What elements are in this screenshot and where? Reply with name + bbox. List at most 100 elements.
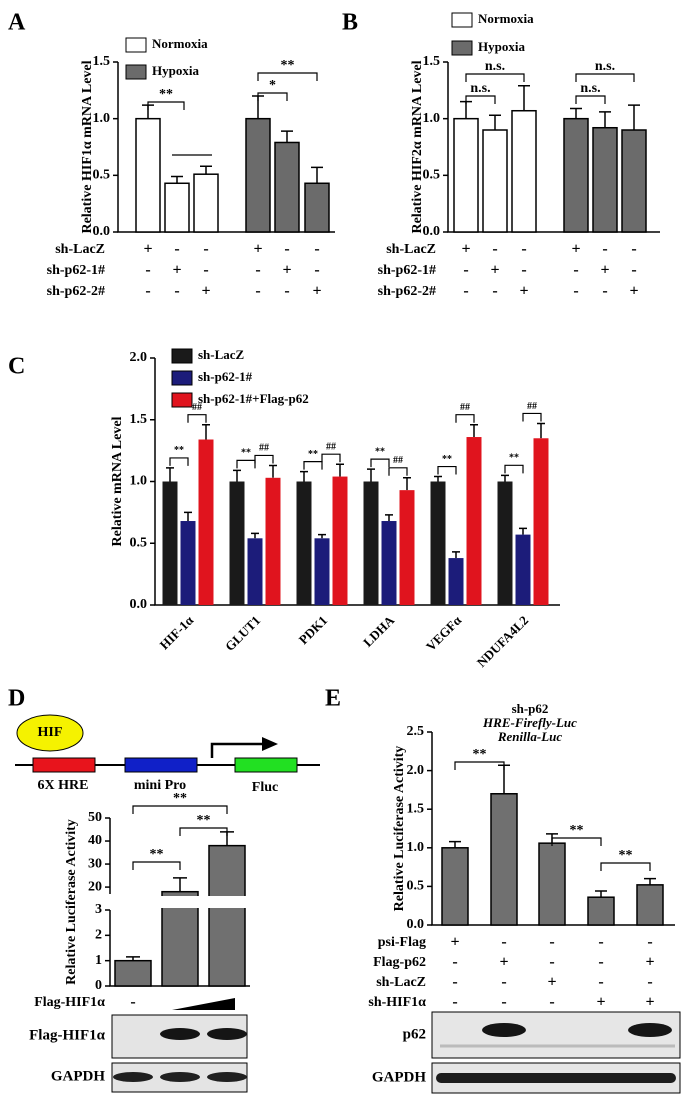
blot-label: Flag-HIF1α	[29, 1027, 105, 1043]
significance-label: ##	[192, 402, 202, 413]
significance-label: **	[281, 58, 295, 73]
y-tick-label: 0.5	[93, 168, 111, 183]
bar	[314, 538, 330, 605]
bar	[482, 129, 508, 233]
bar	[466, 437, 482, 605]
significance-bracket	[303, 461, 323, 470]
row-sign: -	[284, 283, 289, 300]
blot-band	[628, 1023, 672, 1037]
error-bar	[385, 514, 393, 522]
y-axis-label: Relative Luciferase Activity	[64, 819, 79, 985]
row-sign: -	[602, 241, 607, 258]
row-sign: -	[174, 283, 179, 300]
blot-band	[482, 1023, 526, 1037]
legend-swatch	[125, 64, 147, 80]
row-label: sh-p62-1#	[378, 263, 436, 278]
row-sign: +	[600, 262, 609, 279]
significance-label: **	[150, 847, 164, 862]
significance-label: ##	[393, 455, 403, 466]
row-sign: +	[490, 262, 499, 279]
significance-label: **	[509, 453, 519, 464]
panel-letter: C	[8, 354, 25, 380]
blot-label: GAPDH	[51, 1068, 105, 1084]
bar	[198, 439, 214, 605]
row-sign: -	[631, 241, 636, 258]
row-label: sh-p62-2#	[47, 284, 105, 299]
row-sign: -	[174, 241, 179, 258]
error-bar	[403, 477, 411, 491]
significance-label: **	[442, 454, 452, 465]
bar	[497, 481, 513, 605]
bar	[265, 477, 281, 605]
row-sign: -	[631, 262, 636, 279]
significance-label: **	[619, 848, 633, 863]
row-sign: -	[647, 934, 652, 951]
row-sign: -	[492, 241, 497, 258]
row-sign: +	[450, 934, 459, 951]
row-label: sh-LacZ	[55, 242, 105, 257]
error-bar	[518, 85, 530, 111]
bar	[304, 182, 330, 233]
panel-letter: B	[342, 10, 358, 36]
row-sign: +	[201, 283, 210, 300]
arrow-head	[262, 737, 278, 751]
significance-bracket	[454, 761, 505, 770]
y-tick-label: 2	[95, 928, 102, 943]
error-bar	[599, 111, 611, 128]
error-bar	[489, 114, 501, 130]
significance-bracket	[437, 465, 457, 475]
row-sign: -	[145, 283, 150, 300]
bar	[332, 476, 348, 605]
bar	[193, 173, 219, 233]
row-sign: -	[549, 954, 554, 971]
error-bar	[202, 423, 210, 440]
y-tick-label: 0.5	[423, 168, 441, 183]
x-tick-label: NDUFA4L2	[474, 613, 531, 670]
element-label: Fluc	[252, 780, 278, 795]
error-bar	[166, 467, 174, 482]
significance-bracket	[132, 861, 181, 870]
significance-bracket	[455, 414, 475, 423]
error-bar	[233, 469, 241, 482]
blot-label: GAPDH	[372, 1069, 426, 1085]
y-tick-label: 1.0	[130, 474, 148, 489]
legend-label: Normoxia	[478, 11, 534, 26]
row-sign: -	[255, 283, 260, 300]
significance-label: **	[174, 445, 184, 456]
legend-label: sh-p62-1#+Flag-p62	[198, 391, 309, 406]
legend-label: Normoxia	[152, 36, 208, 51]
blot-band	[160, 1072, 200, 1082]
x-tick-label: VEGFα	[423, 612, 465, 654]
error-bar	[595, 890, 607, 898]
legend-swatch	[171, 392, 193, 408]
row-sign: -	[602, 283, 607, 300]
error-bar	[434, 475, 442, 482]
bar	[621, 129, 647, 233]
row-sign: +	[571, 241, 580, 258]
y-tick-label: 1.5	[130, 412, 148, 427]
bar	[229, 481, 245, 605]
legend-label: Hypoxia	[478, 39, 525, 54]
bar	[533, 438, 549, 605]
row-sign: +	[253, 241, 262, 258]
row-sign: -	[598, 954, 603, 971]
significance-label: *	[269, 78, 276, 93]
chart-title: sh-p62	[512, 701, 549, 716]
significance-bracket	[465, 73, 525, 82]
row-sign: +	[312, 283, 321, 300]
row-sign: +	[645, 954, 654, 971]
row-sign: -	[501, 994, 506, 1011]
error-bar	[501, 474, 509, 482]
row-sign: +	[282, 262, 291, 279]
minipro-box	[124, 757, 198, 773]
row-sign: -	[598, 934, 603, 951]
bar	[636, 884, 664, 926]
bar	[592, 126, 618, 233]
hre-box	[32, 757, 96, 773]
legend-label: sh-LacZ	[198, 347, 245, 362]
row-sign: -	[521, 262, 526, 279]
significance-bracket	[169, 457, 189, 466]
error-bar	[570, 107, 582, 119]
